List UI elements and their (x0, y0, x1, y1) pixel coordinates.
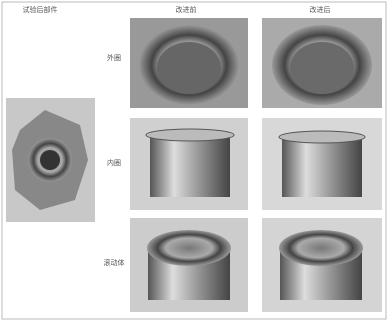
column-label: 改进后 (310, 5, 331, 14)
roller-photo (130, 218, 382, 312)
row-label: 内圈 (107, 158, 121, 167)
frame (1, 1, 387, 320)
column-label: 改进前 (176, 5, 197, 14)
inner-ring-photo (130, 118, 382, 210)
row-label: 滚动体 (104, 258, 125, 267)
corner-label: 试验后部件 (23, 5, 58, 14)
row-label: 外圈 (107, 53, 121, 62)
outer-ring-photo (130, 18, 382, 108)
housing-photo (6, 98, 95, 222)
